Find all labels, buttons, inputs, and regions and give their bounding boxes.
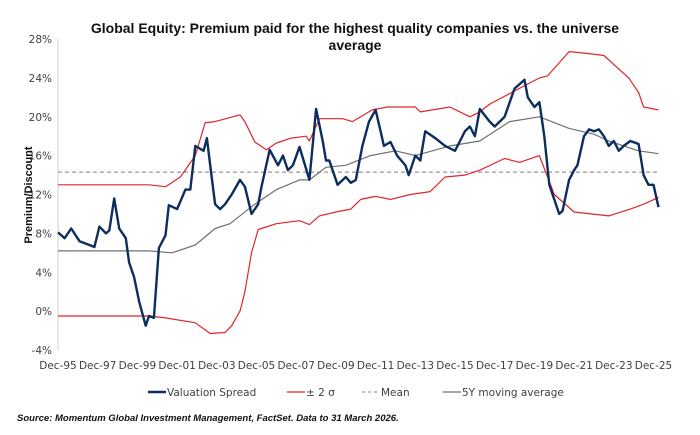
- x-tick-label: Dec-19: [516, 360, 553, 372]
- x-tick-label: Dec-03: [198, 360, 235, 372]
- y-tick-label: 8%: [35, 228, 52, 240]
- x-tick-label: Dec-23: [595, 360, 632, 372]
- y-tick-label: 24%: [29, 73, 52, 85]
- x-tick-label: Dec-97: [79, 360, 116, 372]
- y-tick-label: 0%: [35, 306, 52, 318]
- y-tick-label: 4%: [35, 267, 52, 279]
- band-upper-line: [58, 51, 659, 188]
- x-tick-label: Dec-09: [317, 360, 354, 372]
- x-tick-label: Dec-25: [635, 360, 672, 372]
- y-tick-label: -4%: [32, 345, 52, 357]
- ma-line: [58, 116, 659, 254]
- legend: Valuation Spread ± 2 σ Mean 5Y moving av…: [148, 387, 564, 399]
- y-tick-label: 28%: [29, 34, 52, 46]
- y-ticks: 28% 24% 20% 16% 12% 8% 4% 0% -4%: [29, 34, 52, 357]
- x-tick-label: Dec-21: [555, 360, 592, 372]
- chart-title-line1: Global Equity: Premium paid for the high…: [91, 20, 619, 36]
- legend-label-spread: Valuation Spread: [167, 387, 256, 399]
- x-tick-label: Dec-17: [476, 360, 513, 372]
- y-axis-label: Premium/Discount: [23, 146, 35, 244]
- x-tick-label: Dec-05: [238, 360, 275, 372]
- x-tick-label: Dec-15: [436, 360, 473, 372]
- legend-label-band: ± 2 σ: [306, 387, 335, 399]
- legend-label-ma: 5Y moving average: [462, 387, 564, 399]
- source-note: Source: Momentum Global Investment Manag…: [17, 413, 399, 424]
- x-tick-label: Dec-99: [119, 360, 156, 372]
- chart-title-line2: average: [329, 37, 382, 53]
- x-tick-label: Dec-11: [357, 360, 394, 372]
- y-tick-label: 20%: [29, 112, 52, 124]
- x-ticks: Dec-95 Dec-97 Dec-99 Dec-01 Dec-03 Dec-05 Dec-…: [39, 360, 672, 372]
- band-lower-line: [58, 155, 659, 335]
- series-group: [57, 51, 660, 335]
- legend-label-mean: Mean: [381, 387, 410, 399]
- y-tick-label: 12%: [29, 190, 52, 202]
- x-tick-label: Dec-01: [158, 360, 195, 372]
- y-tick-label: 16%: [29, 151, 52, 163]
- x-tick-label: Dec-13: [397, 360, 434, 372]
- x-tick-label: Dec-95: [39, 360, 76, 372]
- spread-line: [57, 78, 660, 327]
- x-tick-label: Dec-07: [277, 360, 314, 372]
